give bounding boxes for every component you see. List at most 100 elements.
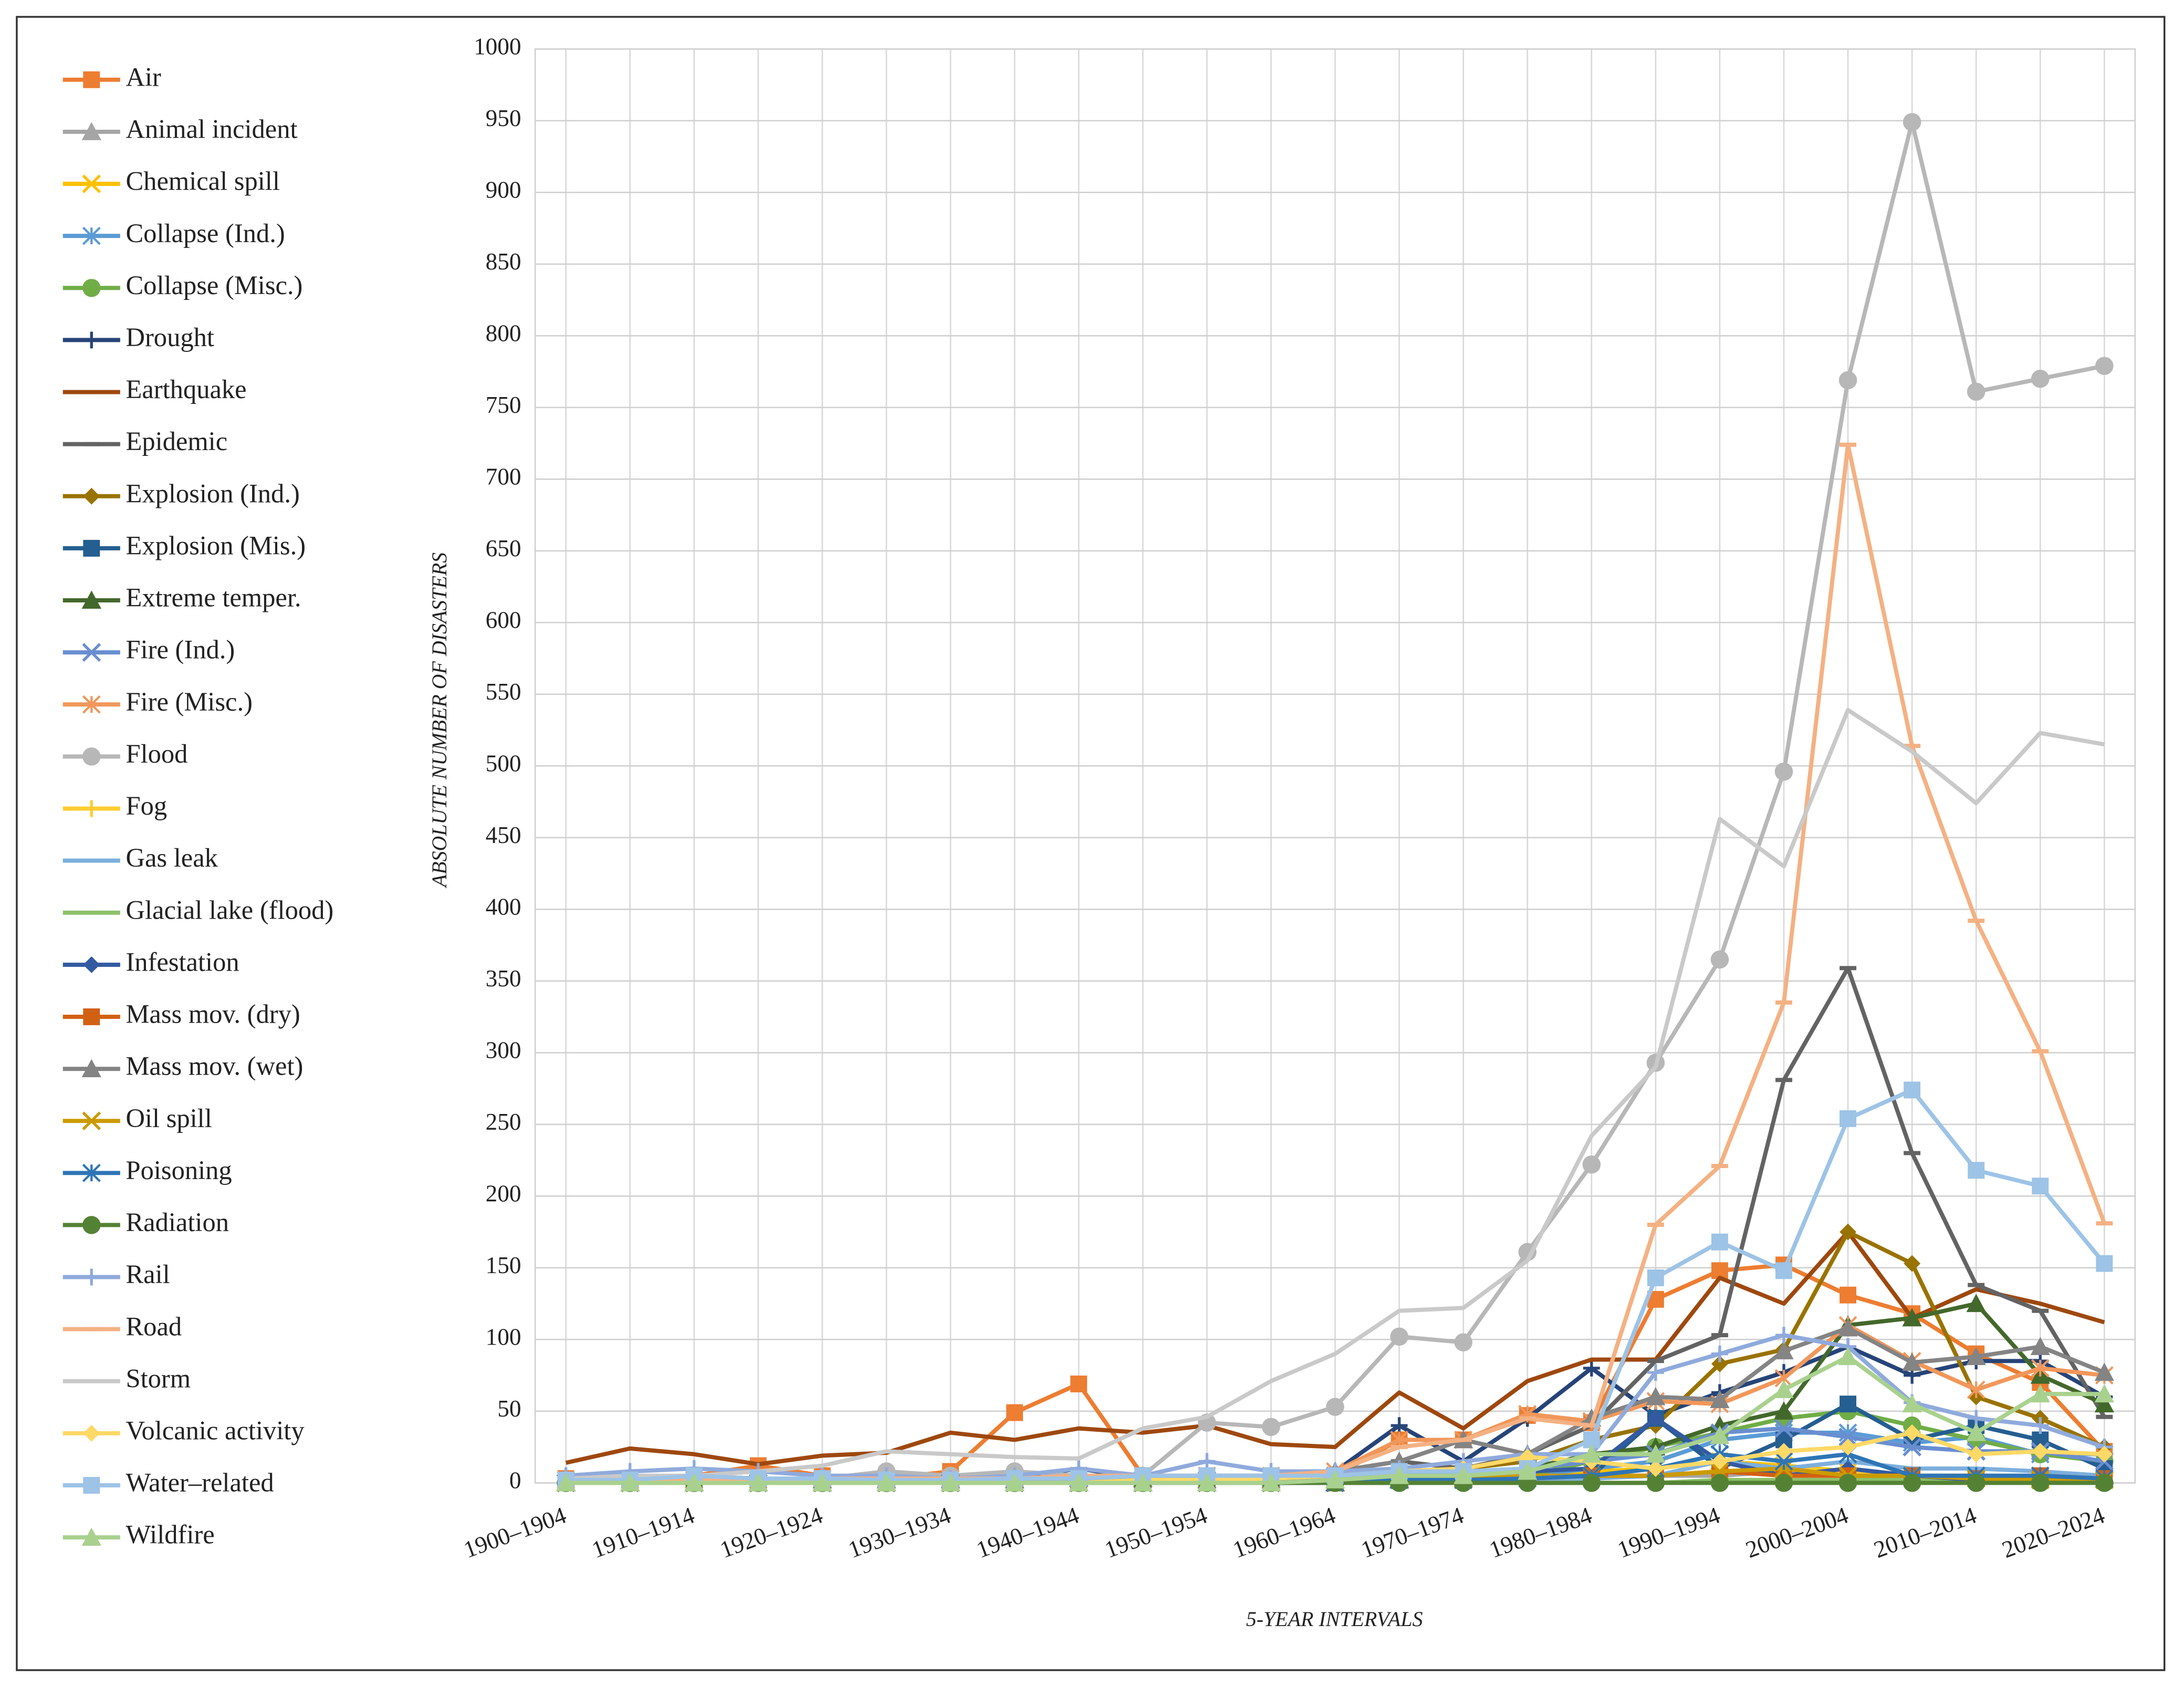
marker: [2032, 1417, 2049, 1434]
marker: [1262, 1418, 1280, 1436]
marker: [2030, 1384, 2050, 1403]
legend-label: Mass mov. (wet): [126, 1051, 303, 1081]
marker: [1646, 1444, 1666, 1463]
marker: [1903, 1438, 1921, 1456]
y-tick-label: 450: [486, 822, 521, 848]
marker: [2094, 1384, 2114, 1403]
marker: [1069, 1473, 1089, 1492]
y-tick-label: 950: [486, 105, 521, 131]
y-tick-label: 700: [486, 464, 521, 490]
series: [566, 707, 2105, 1481]
marker: [748, 1473, 768, 1492]
grid: [535, 48, 2135, 1484]
legend-label: Air: [126, 62, 161, 91]
y-tick-label: 150: [486, 1252, 521, 1278]
legend-label: Chemical spill: [126, 166, 279, 196]
marker: [1840, 1110, 1857, 1127]
legend-label: Animal incident: [126, 114, 297, 144]
x-axis-label: 5-YEAR INTERVALS: [1246, 1607, 1423, 1631]
marker: [1711, 1355, 1728, 1372]
legend-label: Storm: [126, 1363, 191, 1393]
legend-label: Poisoning: [126, 1155, 232, 1185]
y-tick-label: 650: [486, 535, 521, 561]
marker: [1840, 1286, 1857, 1304]
marker: [1838, 371, 1857, 390]
legend-label: Glacial lake (flood): [126, 895, 333, 924]
legend-marker: [83, 800, 100, 817]
y-tick-label: 800: [486, 320, 521, 347]
marker: [1902, 1352, 1922, 1371]
marker: [1646, 1387, 1666, 1405]
y-tick-label: 850: [486, 248, 521, 275]
legend-marker: [82, 747, 101, 766]
y-tick-label: 50: [497, 1396, 521, 1422]
marker: [1711, 1345, 1728, 1362]
legend-label: Collapse (Ind.): [126, 218, 285, 248]
marker: [1582, 1444, 1602, 1463]
marker: [1966, 1294, 1986, 1313]
legend-label: Mass mov. (dry): [126, 999, 300, 1029]
marker: [1711, 1233, 1728, 1251]
marker: [812, 1473, 832, 1492]
marker: [1391, 1417, 1408, 1434]
marker: [2031, 1359, 2050, 1378]
y-tick-label: 900: [486, 177, 521, 203]
marker: [1647, 1460, 1664, 1477]
marker: [1774, 1474, 1793, 1492]
y-axis-label: ABSOLUTE NUMBER OF DISASTERS: [427, 553, 451, 889]
marker: [1966, 1423, 1986, 1441]
y-tick-label: 400: [486, 894, 521, 920]
legend-label: Gas leak: [126, 843, 218, 872]
marker: [1197, 1473, 1217, 1492]
marker: [1775, 1262, 1792, 1279]
legend-label: Fog: [126, 791, 167, 820]
y-tick-label: 600: [486, 607, 521, 633]
marker: [1710, 1390, 1730, 1408]
marker: [1775, 1443, 1792, 1460]
marker: [1325, 1470, 1345, 1488]
marker: [1967, 382, 1986, 401]
marker: [1261, 1473, 1281, 1492]
legend-label: Extreme temper.: [126, 583, 301, 612]
legend-label: Fire (Misc.): [126, 687, 252, 716]
legend-label: Wildfire: [126, 1520, 214, 1549]
line: [566, 707, 2105, 1481]
marker: [1711, 1453, 1728, 1470]
marker: [2031, 1474, 2050, 1492]
legend: Air Animal incident Chemical spill Collapse…: [62, 62, 333, 1549]
marker: [1582, 1155, 1601, 1174]
legend-label: Earthquake: [126, 374, 246, 404]
marker: [1966, 1347, 1986, 1366]
legend-label: Radiation: [126, 1207, 229, 1237]
marker: [1967, 1380, 1986, 1399]
legend-label: Explosion (Ind.): [126, 478, 299, 508]
legend-label: Drought: [126, 322, 214, 352]
marker: [1904, 1424, 1921, 1441]
marker: [2096, 1255, 2113, 1272]
marker: [2095, 357, 2114, 375]
legend-marker: [83, 539, 100, 557]
legend-marker: [81, 1527, 101, 1546]
frame: [16, 16, 2166, 1671]
marker: [1647, 1269, 1664, 1286]
legend-marker: [82, 1163, 101, 1182]
legend-marker: [82, 643, 101, 662]
marker: [1840, 1396, 1857, 1413]
marker: [620, 1473, 640, 1492]
legend-marker: [83, 331, 100, 349]
legend-label: Rail: [126, 1259, 170, 1289]
y-tick-label: 200: [486, 1181, 521, 1207]
legend-label: Flood: [126, 739, 187, 768]
legend-marker: [81, 590, 101, 609]
legend-label: Collapse (Misc.): [126, 270, 302, 300]
marker: [1326, 1398, 1344, 1416]
marker: [876, 1473, 896, 1492]
marker: [2032, 1178, 2049, 1195]
marker: [1902, 1394, 1922, 1413]
marker: [1198, 1453, 1216, 1470]
marker: [1006, 1404, 1023, 1421]
legend-label: Oil spill: [126, 1103, 212, 1133]
y-tick-label: 100: [486, 1324, 521, 1350]
marker: [1454, 1333, 1472, 1352]
legend-marker: [83, 487, 100, 505]
